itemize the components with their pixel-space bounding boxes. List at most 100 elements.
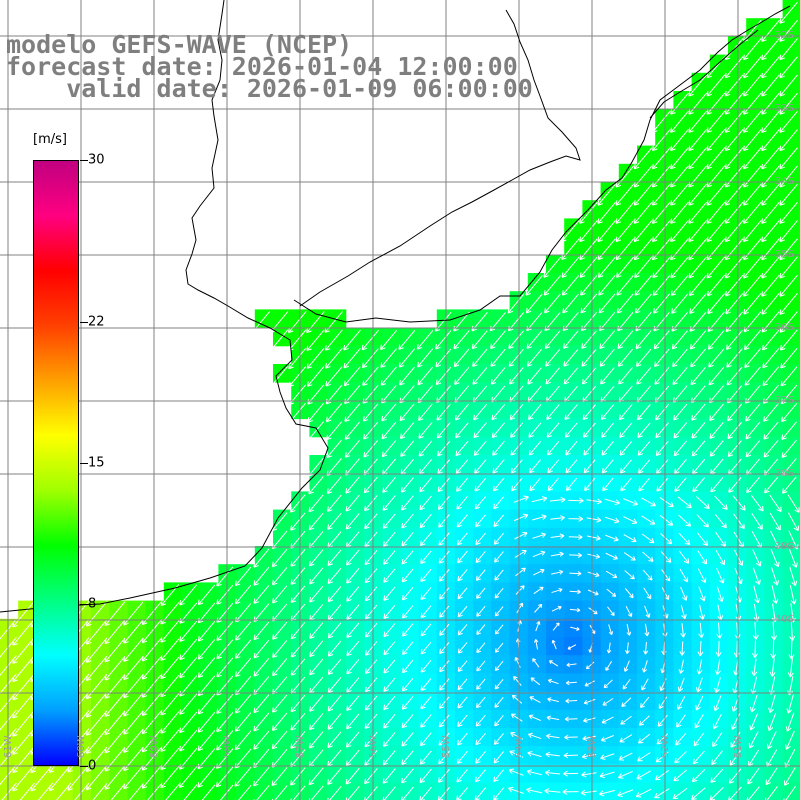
wind-arrow: [623, 534, 637, 543]
wind-arrow: [673, 440, 687, 457]
wind-arrow: [0, 655, 17, 677]
colorbar-tick: [80, 766, 88, 767]
wind-arrow: [511, 694, 523, 704]
wind-arrow: [587, 589, 599, 596]
wind-arrow: [1, 782, 17, 800]
wind-arrow: [586, 535, 601, 541]
wind-arrow: [654, 367, 670, 385]
wind-arrow: [586, 516, 602, 523]
wind-arrow: [779, 56, 798, 79]
wind-arrow: [563, 752, 579, 759]
wind-arrow: [197, 711, 216, 733]
wind-arrow: [528, 404, 542, 420]
wind-arrow: [401, 732, 414, 747]
wind-arrow: [761, 56, 780, 79]
wind-arrow: [585, 661, 595, 670]
wind-arrow: [749, 713, 759, 731]
wind-arrow: [456, 495, 469, 510]
wind-arrow: [308, 494, 324, 513]
wind-arrow: [788, 639, 795, 660]
wind-arrow: [383, 677, 396, 692]
wind-arrow: [580, 293, 598, 314]
wind-arrow: [624, 588, 634, 599]
wind-arrow: [529, 459, 541, 474]
wind-arrow: [656, 459, 669, 474]
wind-arrow: [771, 585, 779, 604]
wind-arrow: [779, 238, 798, 261]
wind-arrow: [582, 404, 597, 420]
wind-arrow: [583, 441, 596, 456]
wind-arrow: [788, 548, 798, 568]
wind-arrow: [565, 441, 578, 456]
wind-arrow: [566, 662, 577, 667]
wind-arrow: [583, 422, 596, 438]
wind-arrow: [309, 585, 324, 603]
wind-arrow: [779, 201, 798, 224]
colorbar-tick: [80, 321, 88, 323]
wind-arrow: [608, 624, 614, 636]
wind-arrow: [327, 586, 342, 603]
wind-arrow: [56, 782, 72, 800]
wind-arrow: [601, 422, 615, 438]
wind-arrow: [346, 695, 360, 711]
wind-arrow: [691, 403, 706, 421]
wind-arrow: [456, 768, 469, 783]
wind-arrow: [761, 165, 780, 188]
wind-arrow: [234, 766, 252, 787]
wind-arrow: [587, 553, 601, 559]
wind-arrow: [640, 696, 650, 709]
wind-arrow: [364, 731, 378, 748]
wind-arrow: [598, 293, 616, 314]
colorbar-tick: [80, 463, 88, 464]
wind-arrow: [716, 622, 723, 639]
wind-arrow: [670, 238, 689, 261]
wind-arrow: [514, 531, 528, 540]
wind-arrow: [476, 606, 486, 617]
wind-arrow: [269, 329, 289, 352]
wind-arrow: [511, 477, 523, 492]
wind-arrow: [607, 606, 615, 617]
wind-arrow: [598, 275, 616, 296]
wind-arrow: [475, 714, 486, 727]
wind-arrow: [253, 567, 270, 586]
wind-arrow: [637, 440, 651, 456]
wind-arrow: [544, 330, 561, 349]
wind-arrow: [475, 696, 486, 709]
wind-arrow: [588, 607, 598, 615]
wind-arrow: [514, 657, 521, 668]
wind-arrow: [494, 624, 504, 635]
wind-arrow: [272, 658, 288, 677]
wind-arrow: [308, 767, 324, 786]
wind-arrow: [343, 366, 361, 387]
wind-arrow: [364, 622, 378, 638]
wind-arrow: [437, 495, 451, 510]
wind-arrow: [728, 477, 742, 493]
wind-arrow: [420, 660, 432, 673]
wind-arrow: [216, 621, 234, 642]
wind-arrow: [583, 698, 596, 705]
wind-arrow: [706, 129, 726, 152]
wind-arrow: [679, 641, 686, 656]
wind-arrow: [569, 571, 582, 576]
wind-arrow: [290, 712, 306, 731]
wind-arrow: [675, 732, 687, 746]
wind-arrow: [633, 201, 653, 224]
wind-arrow: [709, 422, 724, 439]
wind-arrow: [438, 768, 450, 783]
wind-arrow: [526, 769, 542, 776]
wind-arrow: [290, 494, 306, 513]
wind-arrow: [308, 731, 324, 749]
wind-arrow: [272, 694, 288, 713]
wind-arrow: [457, 714, 468, 727]
wind-arrow: [696, 659, 703, 675]
wind-arrow: [234, 730, 252, 751]
wind-arrow: [547, 678, 559, 685]
wind-arrow: [725, 293, 744, 315]
wind-arrow: [779, 256, 798, 279]
wind-arrow: [420, 568, 432, 582]
wind-arrow: [743, 293, 762, 315]
wind-arrow: [494, 678, 504, 690]
wind-arrow: [638, 733, 651, 744]
wind-arrow: [779, 38, 798, 61]
wind-arrow: [670, 256, 689, 279]
